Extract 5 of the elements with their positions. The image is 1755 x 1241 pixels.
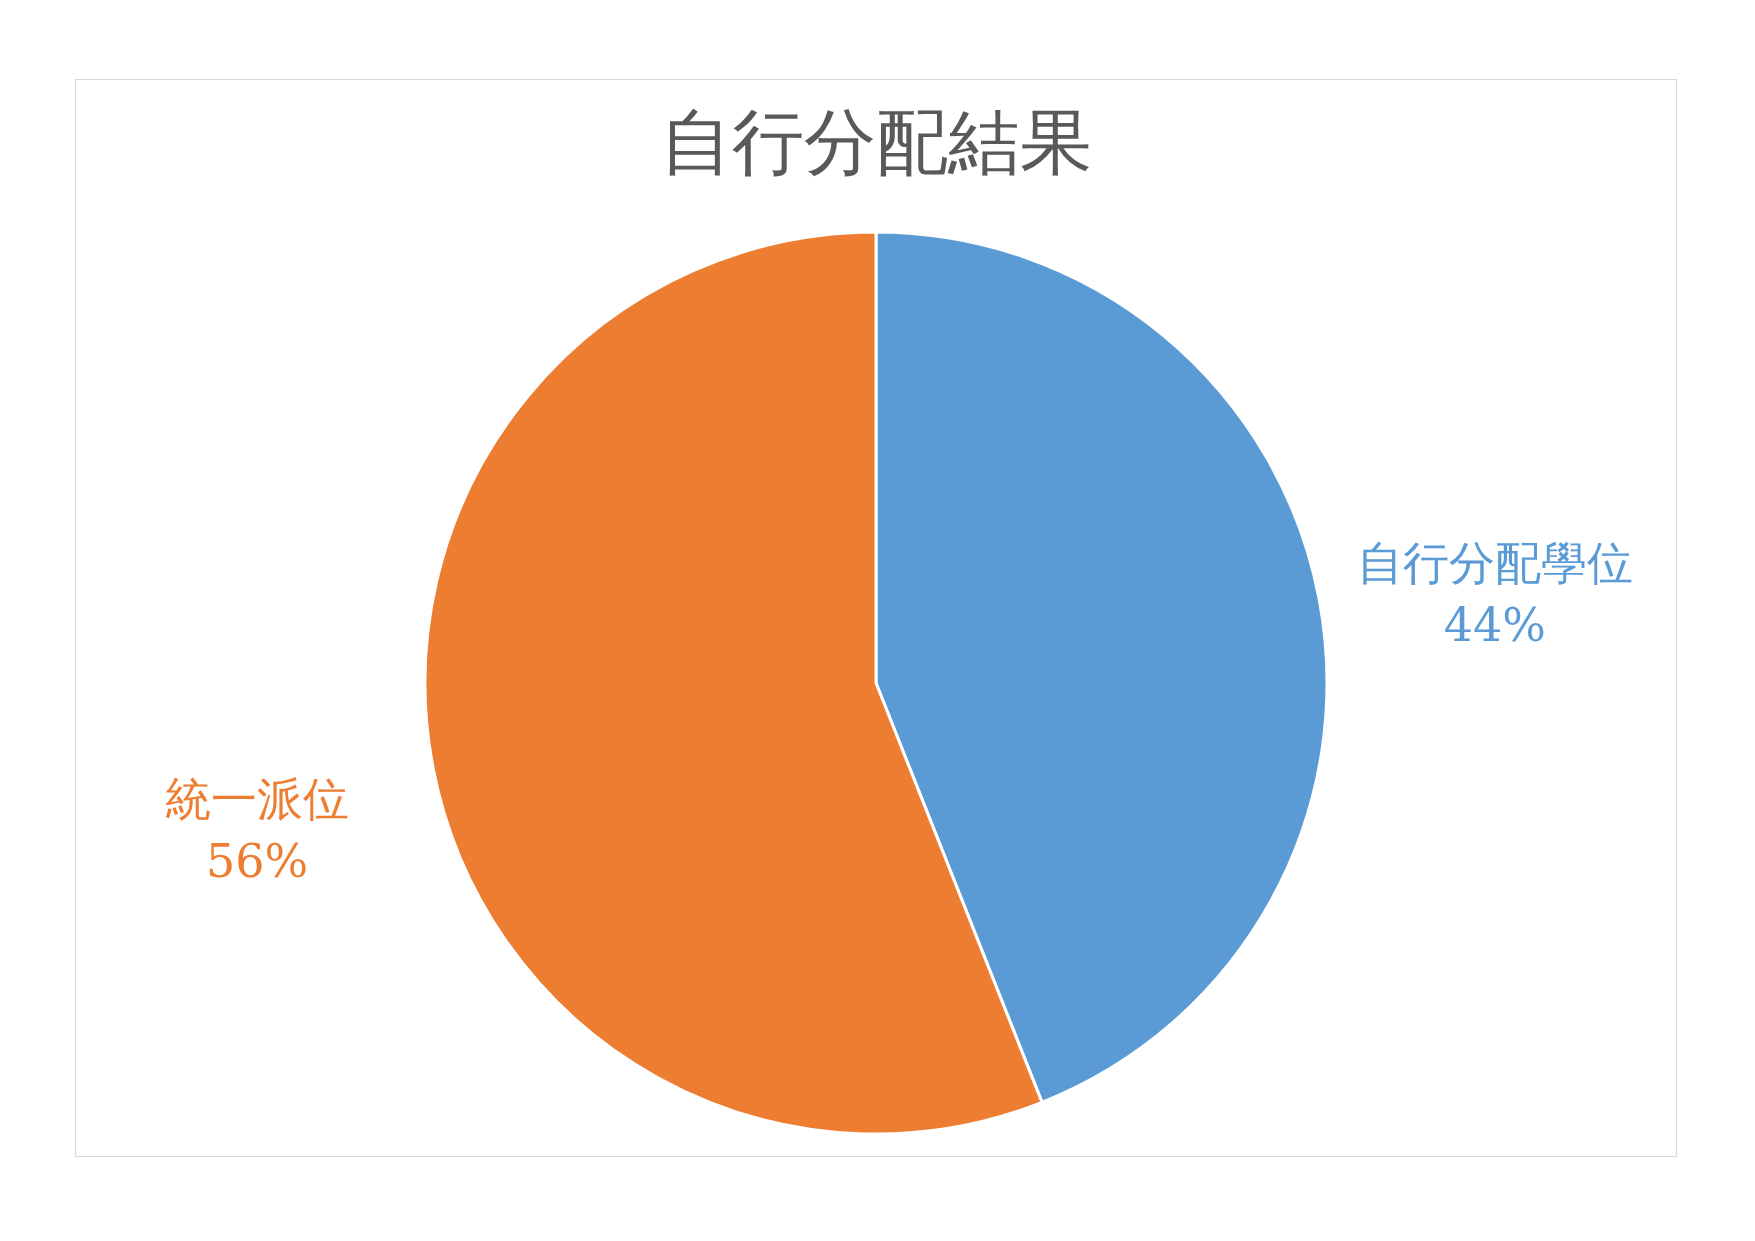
slice-label: 自行分配學位 <box>1356 535 1633 590</box>
data-label: 44% <box>1443 597 1546 652</box>
chart-title: 自行分配結果 <box>660 100 1092 184</box>
data-label: 56% <box>206 834 309 889</box>
slice-label: 統一派位 <box>165 772 350 827</box>
